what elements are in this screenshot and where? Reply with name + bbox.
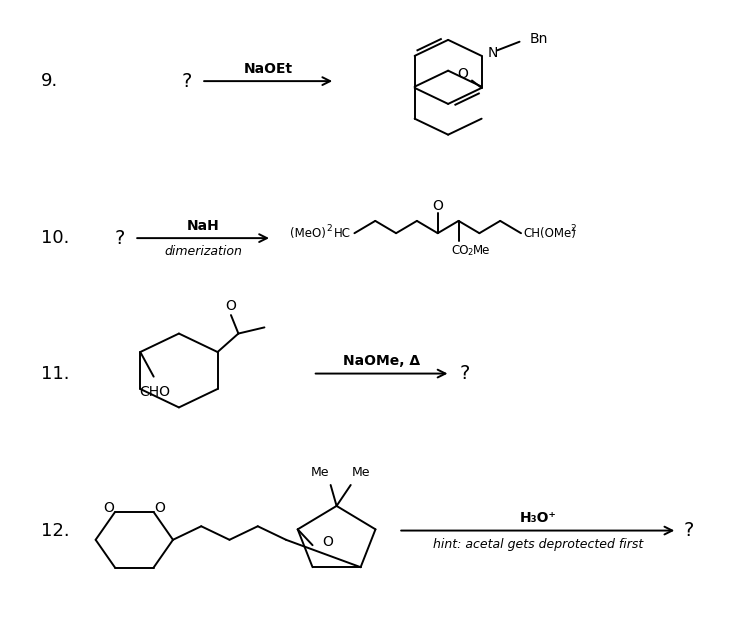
Text: NaH: NaH — [186, 219, 220, 233]
Text: ?: ? — [181, 72, 192, 90]
Text: ?: ? — [683, 521, 693, 540]
Text: 2: 2 — [468, 248, 473, 257]
Text: 10.: 10. — [41, 229, 70, 247]
Text: O: O — [322, 535, 333, 549]
Text: NaOMe, Δ: NaOMe, Δ — [343, 354, 420, 368]
Text: O: O — [226, 300, 236, 313]
Text: CHO: CHO — [140, 385, 171, 399]
Text: HC: HC — [334, 227, 350, 240]
Text: Bn: Bn — [530, 32, 548, 46]
Text: N: N — [487, 46, 498, 60]
Text: 2: 2 — [326, 224, 332, 233]
Text: O: O — [154, 501, 165, 515]
Text: NaOEt: NaOEt — [244, 62, 293, 76]
Text: H₃O⁺: H₃O⁺ — [520, 511, 556, 525]
Text: (MeO): (MeO) — [290, 227, 326, 240]
Text: 2: 2 — [570, 224, 576, 233]
Text: hint: acetal gets deprotected first: hint: acetal gets deprotected first — [432, 538, 643, 550]
Text: O: O — [104, 501, 114, 515]
Text: Me: Me — [311, 466, 329, 479]
Text: O: O — [458, 67, 468, 81]
Text: Me: Me — [473, 244, 490, 257]
Text: ?: ? — [114, 228, 125, 248]
Text: 9.: 9. — [41, 72, 59, 90]
Text: 11.: 11. — [41, 364, 70, 383]
Text: ?: ? — [460, 364, 471, 383]
Text: 12.: 12. — [41, 522, 70, 540]
Text: dimerization: dimerization — [164, 245, 242, 258]
Text: CO: CO — [451, 244, 468, 257]
Text: CH(OMe): CH(OMe) — [523, 227, 576, 240]
Text: Me: Me — [352, 466, 371, 479]
Text: O: O — [432, 199, 443, 213]
